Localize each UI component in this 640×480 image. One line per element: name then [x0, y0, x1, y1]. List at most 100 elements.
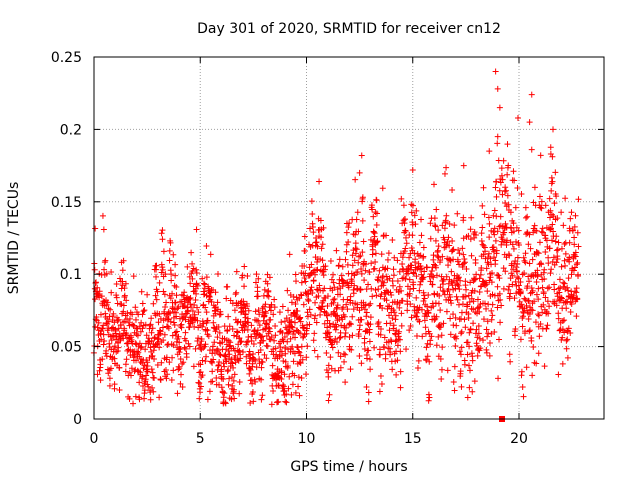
data-point: [423, 357, 430, 364]
data-point: [414, 309, 421, 316]
data-point: [342, 351, 349, 358]
data-point: [188, 249, 195, 256]
data-point: [329, 344, 336, 351]
data-point: [558, 294, 565, 301]
data-point: [323, 349, 330, 356]
data-point: [145, 383, 152, 390]
data-point: [284, 338, 291, 345]
data-point: [164, 371, 171, 378]
data-point: [229, 374, 236, 381]
data-point: [258, 364, 265, 371]
data-point: [198, 336, 205, 343]
data-point: [460, 162, 467, 169]
chart-title: Day 301 of 2020, SRMTID for receiver cn1…: [197, 21, 501, 37]
data-point: [256, 311, 263, 318]
data-point: [433, 313, 440, 320]
data-point: [373, 292, 380, 299]
data-point: [410, 285, 417, 292]
data-point: [138, 319, 145, 326]
data-point: [555, 310, 562, 317]
data-point: [239, 272, 246, 279]
data-point: [492, 237, 499, 244]
data-point: [288, 391, 295, 398]
data-point: [528, 146, 535, 153]
data-point: [233, 289, 240, 296]
data-point: [306, 306, 313, 313]
data-point: [561, 317, 568, 324]
data-point: [515, 227, 522, 234]
data-point: [148, 315, 155, 322]
data-point: [209, 343, 216, 350]
data-point: [370, 213, 377, 220]
data-point: [322, 263, 329, 270]
data-point: [281, 387, 288, 394]
data-point: [218, 384, 225, 391]
data-point: [173, 292, 180, 299]
data-point: [173, 283, 180, 290]
data-point: [362, 267, 369, 274]
data-point: [234, 319, 241, 326]
data-point: [563, 345, 570, 352]
data-point: [473, 342, 480, 349]
data-point: [526, 231, 533, 238]
data-point: [477, 301, 484, 308]
data-point: [233, 268, 240, 275]
data-point: [103, 347, 110, 354]
data-point: [275, 382, 282, 389]
data-point: [480, 251, 487, 258]
data-point: [330, 299, 337, 306]
data-point: [438, 366, 445, 373]
data-point: [452, 314, 459, 321]
data-point: [262, 301, 269, 308]
x-tick-label: 20: [510, 431, 528, 447]
data-point: [558, 295, 565, 302]
data-point: [318, 234, 325, 241]
data-point: [302, 270, 309, 277]
x-tick-label: 0: [90, 431, 99, 447]
data-point: [431, 316, 438, 323]
data-point: [138, 343, 145, 350]
data-point: [525, 241, 532, 248]
data-point: [439, 253, 446, 260]
data-point: [383, 297, 390, 304]
data-point: [253, 317, 260, 324]
data-point: [455, 301, 462, 308]
data-point: [387, 337, 394, 344]
data-point: [260, 337, 267, 344]
data-point: [396, 336, 403, 343]
data-point: [574, 295, 581, 302]
data-point: [447, 297, 454, 304]
data-point: [343, 241, 350, 248]
data-point: [308, 284, 315, 291]
data-point: [502, 220, 509, 227]
data-point: [458, 344, 465, 351]
data-point: [412, 221, 419, 228]
data-point: [101, 266, 108, 273]
data-point: [425, 397, 432, 404]
data-point: [236, 378, 243, 385]
data-point: [168, 377, 175, 384]
data-point: [530, 343, 537, 350]
data-point: [110, 310, 117, 317]
data-point: [308, 261, 315, 268]
data-point: [355, 253, 362, 260]
data-point: [357, 286, 364, 293]
data-point: [488, 307, 495, 314]
data-point: [156, 394, 163, 401]
data-point: [285, 307, 292, 314]
data-point: [439, 344, 446, 351]
data-point: [290, 293, 297, 300]
data-point: [355, 259, 362, 266]
data-point: [373, 210, 380, 217]
data-point: [409, 232, 416, 239]
data-point: [97, 377, 104, 384]
data-point: [292, 389, 299, 396]
data-point: [196, 380, 203, 387]
data-point: [565, 287, 572, 294]
data-point: [514, 260, 521, 267]
data-point: [261, 303, 268, 310]
data-point: [327, 354, 334, 361]
data-point: [297, 291, 304, 298]
data-point: [291, 319, 298, 326]
data-point: [535, 285, 542, 292]
